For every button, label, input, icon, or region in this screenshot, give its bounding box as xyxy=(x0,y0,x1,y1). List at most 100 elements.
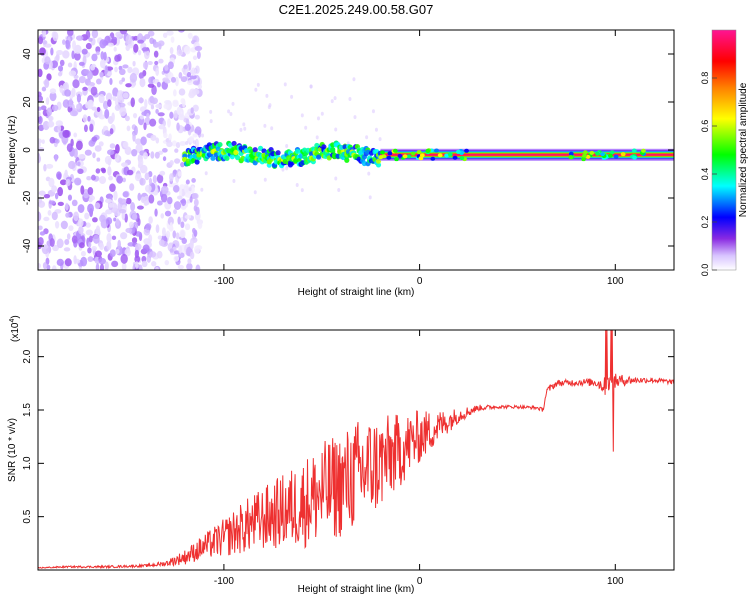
spectrogram-noise-cell xyxy=(184,123,191,132)
spectrogram-noise-cell xyxy=(85,30,91,40)
spectrogram-noise-cell xyxy=(104,155,112,165)
spectrogram-noise-cell xyxy=(172,89,177,97)
snr-scale-prefix: (x10 xyxy=(10,322,21,342)
spectrogram-noise-cell xyxy=(38,111,41,118)
spectrogram-noise-cell xyxy=(138,72,145,79)
spectrogram-noise-cell xyxy=(57,201,64,207)
spectrogram-noise-cell xyxy=(91,30,99,39)
spectrogram-noise-cell xyxy=(160,193,168,203)
spectrogram-tone-cell xyxy=(210,155,216,161)
spectrogram-noise-cell xyxy=(189,240,194,249)
snr-x-tick-label: -100 xyxy=(214,576,234,587)
spectrogram-noise-cell xyxy=(176,122,180,131)
spectrogram-noise-cell xyxy=(371,109,375,114)
snr-scale-exponent: 4 xyxy=(9,319,16,323)
spectrogram-noise-cell xyxy=(38,153,41,163)
spectrogram-tone-cell xyxy=(595,151,600,156)
spectrogram-noise-cell xyxy=(171,140,177,147)
spectrogram-noise-cell xyxy=(144,184,152,193)
spectrogram-noise-cell xyxy=(87,247,92,254)
spectrogram-x-tick-label: 0 xyxy=(417,276,423,287)
spectrogram-noise-cell xyxy=(198,84,203,90)
spectrogram-noise-cell xyxy=(167,196,173,205)
spectrogram-noise-cell xyxy=(68,70,77,77)
spectrogram-noise-cell xyxy=(191,178,196,183)
spectrogram-noise-cell xyxy=(41,244,49,249)
spectrogram-noise-cell xyxy=(42,40,48,45)
spectrogram-noise-cell xyxy=(65,212,70,218)
spectrogram-noise-cell xyxy=(254,87,258,92)
spectrogram-noise-cell xyxy=(109,128,114,135)
spectrogram-noise-cell xyxy=(74,177,82,186)
spectrogram-noise-cell xyxy=(38,115,43,125)
spectrogram-noise-cell xyxy=(136,205,144,210)
spectrogram-tone-cell xyxy=(416,150,422,155)
spectrogram-noise-cell xyxy=(169,47,174,55)
spectrogram-noise-cell xyxy=(99,71,104,78)
spectrogram-noise-cell xyxy=(40,105,47,111)
spectrogram-noise-cell xyxy=(179,187,183,198)
spectrogram-noise-cell xyxy=(162,156,167,162)
spectrogram-noise-cell xyxy=(142,152,148,160)
spectrogram-noise-cell xyxy=(256,82,260,87)
spectrogram-x-tick-label: -100 xyxy=(214,276,234,287)
spectrogram-noise-cell xyxy=(186,80,194,86)
spectrogram-noise-cell xyxy=(184,223,191,231)
spectrogram-noise-cell xyxy=(72,40,77,51)
spectrogram-y-tick-label: -40 xyxy=(22,238,33,253)
spectrogram-tone-cell xyxy=(378,155,384,160)
spectrogram-noise-cell xyxy=(71,235,78,244)
spectrogram-noise-cell xyxy=(38,211,42,222)
spectrogram-noise-cell xyxy=(111,36,118,43)
spectrogram-noise-cell xyxy=(180,161,185,168)
spectrogram-noise-cell xyxy=(150,134,157,141)
spectrogram-noise-cell xyxy=(41,139,45,144)
spectrogram-noise-cell xyxy=(201,133,205,138)
spectrogram-noise-cell xyxy=(189,251,195,260)
spectrogram-noise-cell xyxy=(152,41,160,48)
spectrogram-noise-cell xyxy=(98,257,107,265)
spectrogram-tone-cell xyxy=(252,160,258,166)
colorbar-tick-label: 0.2 xyxy=(700,216,710,229)
spectrogram-noise-cell xyxy=(125,197,132,205)
spectrogram-noise-cell xyxy=(39,231,46,236)
spectrogram-noise-cell xyxy=(99,242,104,251)
spectrogram-noise-cell xyxy=(124,213,128,223)
spectrogram-tone-cell xyxy=(607,153,613,158)
spectrogram-noise-cell xyxy=(151,261,157,267)
spectrogram-noise-cell xyxy=(88,197,93,203)
spectrogram-noise-cell xyxy=(153,50,159,58)
spectrogram-noise-cell xyxy=(88,139,96,147)
spectrogram-noise-cell xyxy=(122,92,129,99)
spectrogram-noise-cell xyxy=(154,208,158,217)
spectrogram-noise-cell xyxy=(173,201,182,210)
spectrogram-noise-cell xyxy=(157,112,165,117)
spectrogram-noise-cell xyxy=(148,234,153,243)
spectrogram-noise-cell xyxy=(281,167,285,172)
spectrogram-noise-cell xyxy=(166,30,174,36)
spectrogram-noise-cell xyxy=(44,78,50,89)
spectrogram-noise-cell xyxy=(51,185,57,193)
spectrogram-noise-cell xyxy=(38,142,41,148)
spectrogram-noise-cell xyxy=(118,68,126,76)
spectrogram-noise-cell xyxy=(65,178,71,187)
spectrogram-noise-cell xyxy=(118,209,127,214)
spectrogram-noise-cell xyxy=(87,203,94,214)
spectrogram-noise-cell xyxy=(183,45,191,55)
spectrogram-noise-cell xyxy=(268,103,272,108)
spectrogram-noise-cell xyxy=(180,98,185,104)
spectrogram-noise-cell xyxy=(149,251,157,258)
spectrogram-noise-cell xyxy=(192,104,199,112)
spectrogram-tone-cell xyxy=(568,151,574,156)
spectrogram-noise-cell xyxy=(197,221,203,230)
spectrogram-noise-cell xyxy=(95,78,102,85)
spectrogram-noise-cell xyxy=(163,103,169,110)
spectrogram-noise-cell xyxy=(142,61,149,70)
spectrogram-noise-cell xyxy=(38,68,43,78)
spectrogram-noise-cell xyxy=(47,120,55,128)
spectrogram-noise-cell xyxy=(155,224,160,234)
spectrogram-tone-cell xyxy=(326,155,332,161)
spectrogram-noise-cell xyxy=(49,88,57,94)
spectrogram-noise-cell xyxy=(51,265,57,270)
spectrogram-noise-cell xyxy=(42,262,48,270)
